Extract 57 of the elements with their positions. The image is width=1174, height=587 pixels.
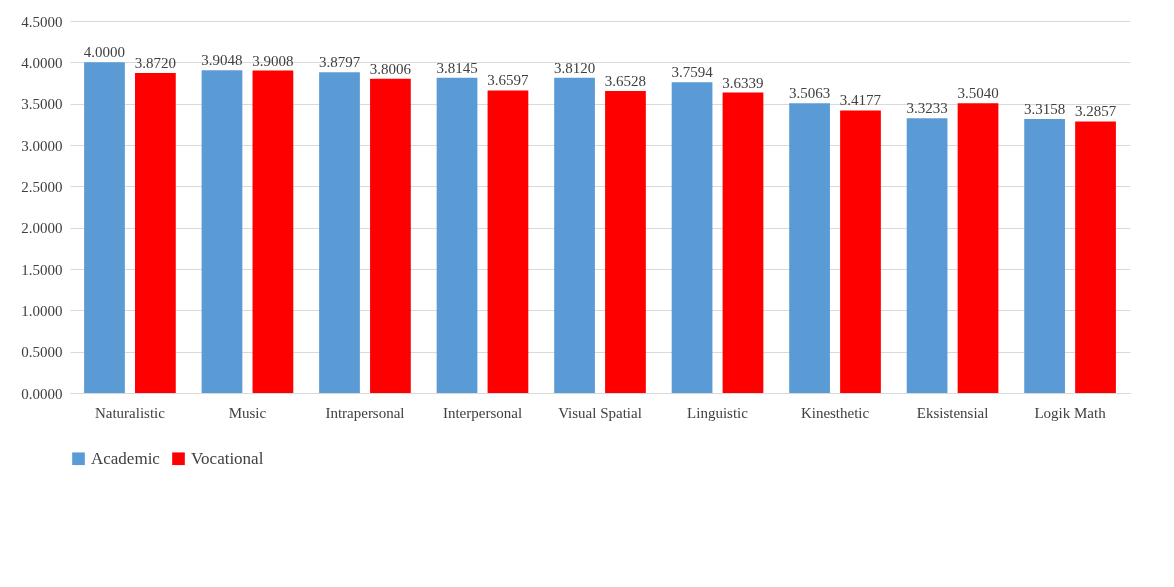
- y-tick-label: 1.5000: [21, 261, 63, 278]
- data-label: 4.0000: [83, 44, 126, 61]
- bar: [671, 82, 713, 393]
- y-tick-label: 2.5000: [21, 178, 63, 195]
- bar: [252, 70, 294, 393]
- x-tick-label: Interpersonal: [442, 404, 523, 421]
- x-tick-label: Naturalistic: [94, 404, 166, 421]
- bar: [436, 77, 478, 393]
- y-tick-label: 2.0000: [21, 220, 63, 237]
- y-tick-label: 3.0000: [21, 137, 63, 154]
- bar: [840, 110, 881, 393]
- data-label: 3.3158: [1023, 100, 1066, 117]
- bar: [1075, 121, 1116, 393]
- bar: [201, 70, 243, 393]
- bar: [605, 91, 646, 393]
- data-label: 3.8120: [553, 59, 596, 76]
- bar: [370, 78, 411, 393]
- data-label: 3.6528: [604, 73, 647, 90]
- x-tick-label: Eksistensial: [916, 404, 989, 421]
- legend-label: Academic: [91, 448, 161, 468]
- y-tick-label: 3.5000: [21, 96, 63, 113]
- x-tick-label: Visual Spatial: [558, 404, 642, 421]
- bar: [84, 62, 125, 393]
- x-tick-label: Linguistic: [687, 404, 749, 421]
- bar: [906, 118, 948, 393]
- y-tick-label: 4.5000: [21, 13, 63, 30]
- bar: [487, 90, 529, 393]
- data-label: 3.3233: [906, 100, 948, 117]
- x-tick-label: Intrapersonal: [325, 404, 405, 421]
- bar: [789, 103, 830, 393]
- data-label: 3.9008: [252, 52, 294, 69]
- x-tick-label: Logik Math: [1034, 404, 1107, 421]
- bar: [1024, 118, 1065, 393]
- data-label: 3.2857: [1074, 103, 1117, 120]
- data-label: 3.8145: [436, 59, 478, 76]
- data-label: 3.4177: [839, 92, 882, 109]
- data-label: 3.8720: [134, 54, 177, 71]
- bar: [722, 92, 764, 393]
- y-tick-label: 0.0000: [21, 385, 63, 402]
- bar: [135, 72, 176, 393]
- data-label: 3.5040: [957, 85, 999, 102]
- y-tick-label: 0.5000: [21, 344, 63, 361]
- bar: [554, 77, 595, 393]
- data-label: 3.6339: [722, 74, 764, 91]
- data-label: 3.7594: [671, 64, 714, 81]
- data-label: 3.8006: [369, 60, 412, 77]
- data-label: 3.6597: [487, 72, 530, 89]
- x-tick-label: Music: [228, 404, 267, 421]
- y-tick-label: 4.0000: [21, 54, 63, 71]
- x-tick-label: Kinesthetic: [800, 404, 870, 421]
- bar: [319, 72, 360, 393]
- bar: [957, 103, 999, 393]
- data-label: 3.9048: [201, 52, 243, 69]
- y-tick-label: 1.0000: [21, 302, 63, 319]
- data-label: 3.8797: [318, 54, 361, 71]
- legend-label: Vocational: [191, 448, 264, 468]
- data-label: 3.5063: [788, 85, 831, 102]
